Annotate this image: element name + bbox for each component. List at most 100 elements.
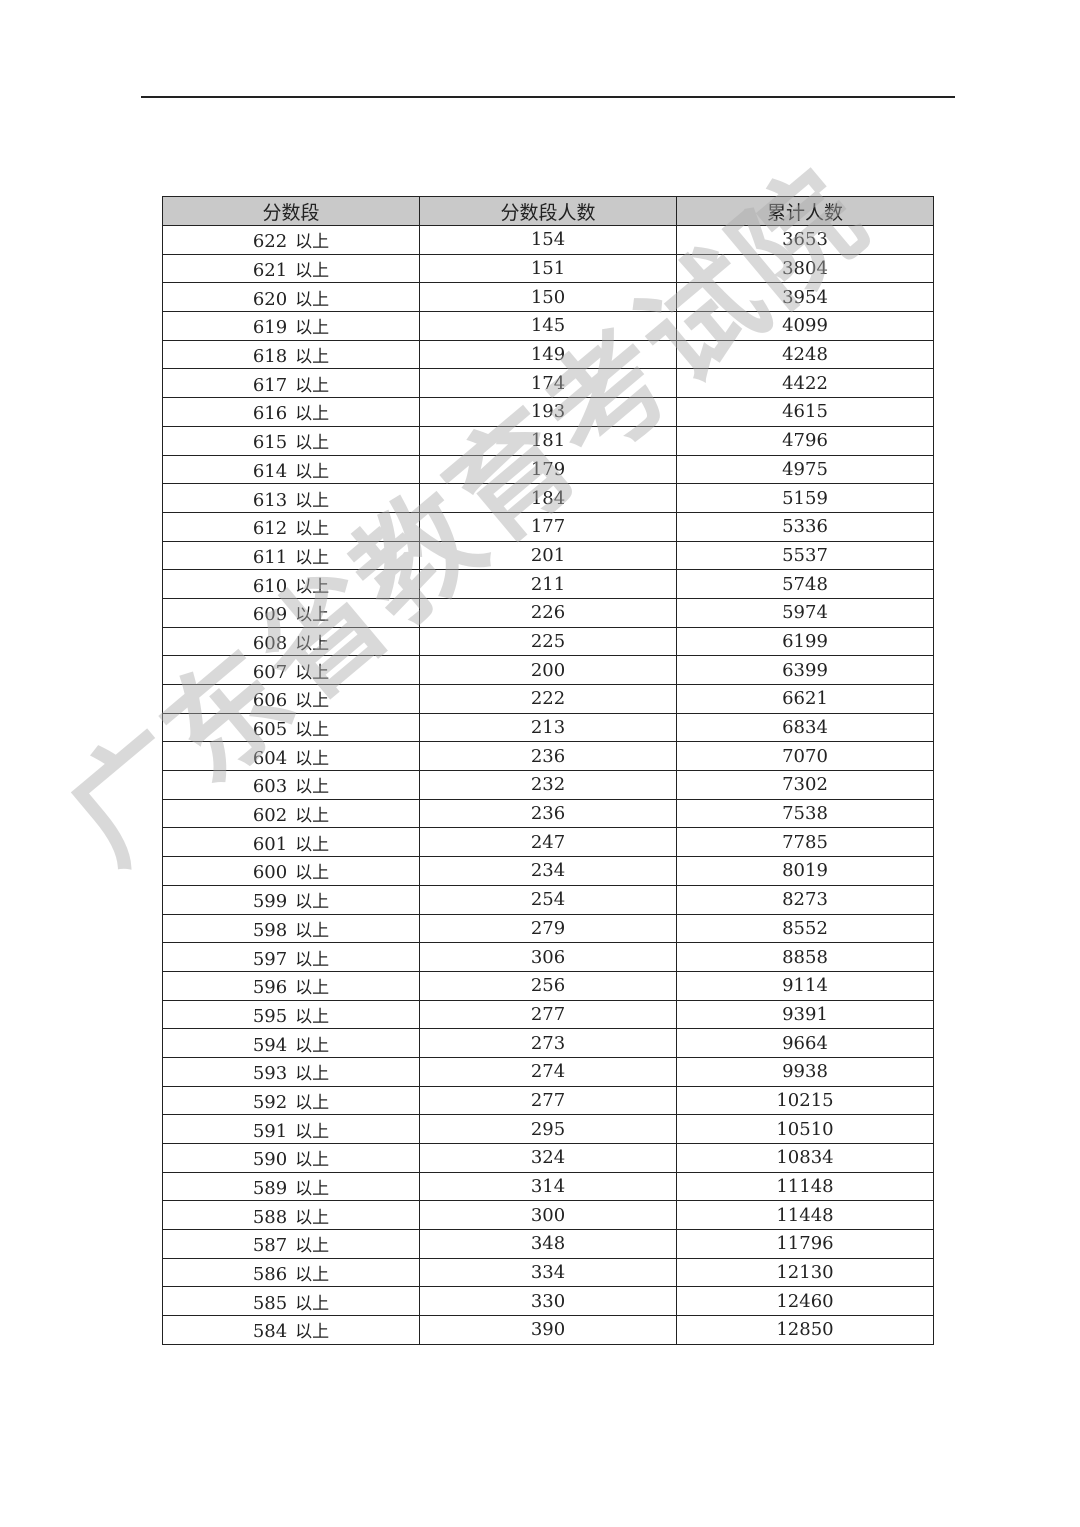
count-cell: 256	[419, 970, 677, 1001]
score-value: 594	[252, 1034, 288, 1056]
score-suffix: 以上	[295, 289, 330, 310]
score-cell: 588 以上	[162, 1200, 420, 1231]
cumulative-cell: 8019	[676, 856, 934, 886]
score-suffix: 以上	[295, 920, 330, 941]
score-suffix: 以上	[295, 1207, 330, 1228]
table-row: 592 以上 277 10215	[162, 1085, 934, 1116]
cumulative-cell: 6399	[676, 655, 934, 685]
score-cell: 592 以上	[162, 1085, 420, 1116]
score-cell: 590 以上	[162, 1143, 420, 1173]
score-cell: 593 以上	[162, 1056, 420, 1087]
cumulative-cell: 7538	[676, 798, 934, 829]
score-value: 600	[252, 862, 288, 884]
score-cell: 604 以上	[162, 741, 420, 772]
table-row: 597 以上 306 8858	[162, 942, 934, 972]
score-value: 591	[252, 1120, 288, 1142]
table-row: 606 以上 222 6621	[162, 684, 934, 714]
count-cell: 277	[419, 1085, 677, 1116]
score-value: 615	[252, 432, 288, 454]
cumulative-cell: 4615	[676, 397, 934, 427]
count-cell: 193	[419, 397, 677, 427]
score-value: 610	[252, 575, 288, 597]
score-value: 609	[252, 604, 288, 626]
score-value: 614	[252, 460, 288, 482]
table-row: 588 以上 300 11448	[162, 1200, 934, 1231]
count-cell: 211	[419, 569, 677, 599]
count-cell: 348	[419, 1229, 677, 1259]
count-cell: 279	[419, 913, 677, 944]
score-value: 597	[252, 948, 288, 970]
score-value: 611	[252, 546, 288, 568]
header-cumulative: 累计人数	[676, 196, 934, 226]
count-cell: 334	[419, 1257, 677, 1288]
cumulative-cell: 5748	[676, 569, 934, 599]
score-value: 608	[252, 632, 288, 654]
cumulative-cell: 7302	[676, 770, 934, 800]
count-cell: 295	[419, 1114, 677, 1144]
score-suffix: 以上	[295, 1006, 330, 1027]
score-cell: 587 以上	[162, 1229, 420, 1259]
score-value: 620	[252, 288, 288, 310]
cumulative-cell: 11148	[676, 1171, 934, 1202]
score-suffix: 以上	[295, 547, 330, 568]
score-cell: 608 以上	[162, 626, 420, 657]
count-cell: 154	[419, 225, 677, 255]
score-value: 619	[252, 317, 288, 339]
table-row: 605 以上 213 6834	[162, 712, 934, 743]
cumulative-cell: 6199	[676, 626, 934, 657]
table-row: 590 以上 324 10834	[162, 1143, 934, 1173]
score-suffix: 以上	[295, 1265, 330, 1286]
score-suffix: 以上	[295, 834, 330, 855]
score-value: 598	[252, 919, 288, 941]
score-cell: 586 以上	[162, 1257, 420, 1288]
count-cell: 234	[419, 856, 677, 886]
score-value: 599	[252, 891, 288, 913]
score-cell: 622 以上	[162, 225, 420, 255]
score-suffix: 以上	[295, 605, 330, 626]
cumulative-cell: 7785	[676, 827, 934, 858]
score-cell: 610 以上	[162, 569, 420, 599]
table-row: 602 以上 236 7538	[162, 798, 934, 829]
score-cell: 596 以上	[162, 970, 420, 1001]
table-row: 587 以上 348 11796	[162, 1229, 934, 1259]
cumulative-cell: 11796	[676, 1229, 934, 1259]
count-cell: 184	[419, 483, 677, 513]
cumulative-cell: 5974	[676, 597, 934, 628]
table-row: 594 以上 273 9664	[162, 1028, 934, 1058]
count-cell: 390	[419, 1315, 677, 1345]
count-cell: 149	[419, 339, 677, 370]
table-row: 611 以上 201 5537	[162, 540, 934, 571]
score-value: 606	[252, 690, 288, 712]
score-value: 588	[252, 1206, 288, 1228]
cumulative-cell: 12460	[676, 1286, 934, 1317]
score-suffix: 以上	[295, 1121, 330, 1142]
score-suffix: 以上	[295, 1092, 330, 1113]
score-suffix: 以上	[295, 519, 330, 540]
score-suffix: 以上	[295, 1322, 330, 1343]
score-suffix: 以上	[295, 1064, 330, 1085]
score-cell: 584 以上	[162, 1315, 420, 1345]
table-row: 600 以上 234 8019	[162, 856, 934, 886]
count-cell: 145	[419, 311, 677, 341]
cumulative-cell: 8858	[676, 942, 934, 972]
cumulative-cell: 3954	[676, 282, 934, 313]
count-cell: 247	[419, 827, 677, 858]
score-suffix: 以上	[295, 662, 330, 683]
count-cell: 151	[419, 253, 677, 284]
cumulative-cell: 5159	[676, 483, 934, 513]
cumulative-cell: 7070	[676, 741, 934, 772]
table-row: 593 以上 274 9938	[162, 1056, 934, 1087]
score-value: 601	[252, 833, 288, 855]
count-cell: 273	[419, 1028, 677, 1058]
score-cell: 617 以上	[162, 368, 420, 399]
count-cell: 201	[419, 540, 677, 571]
score-value: 607	[252, 661, 288, 683]
table-row: 616 以上 193 4615	[162, 397, 934, 427]
score-distribution-table: 分数段 分数段人数 累计人数 622 以上 154 3653 621 以上 151 3804 6…	[162, 196, 934, 1345]
score-suffix: 以上	[295, 633, 330, 654]
score-suffix: 以上	[295, 576, 330, 597]
score-value: 586	[252, 1264, 288, 1286]
score-cell: 595 以上	[162, 999, 420, 1030]
table-row: 591 以上 295 10510	[162, 1114, 934, 1144]
score-cell: 602 以上	[162, 798, 420, 829]
